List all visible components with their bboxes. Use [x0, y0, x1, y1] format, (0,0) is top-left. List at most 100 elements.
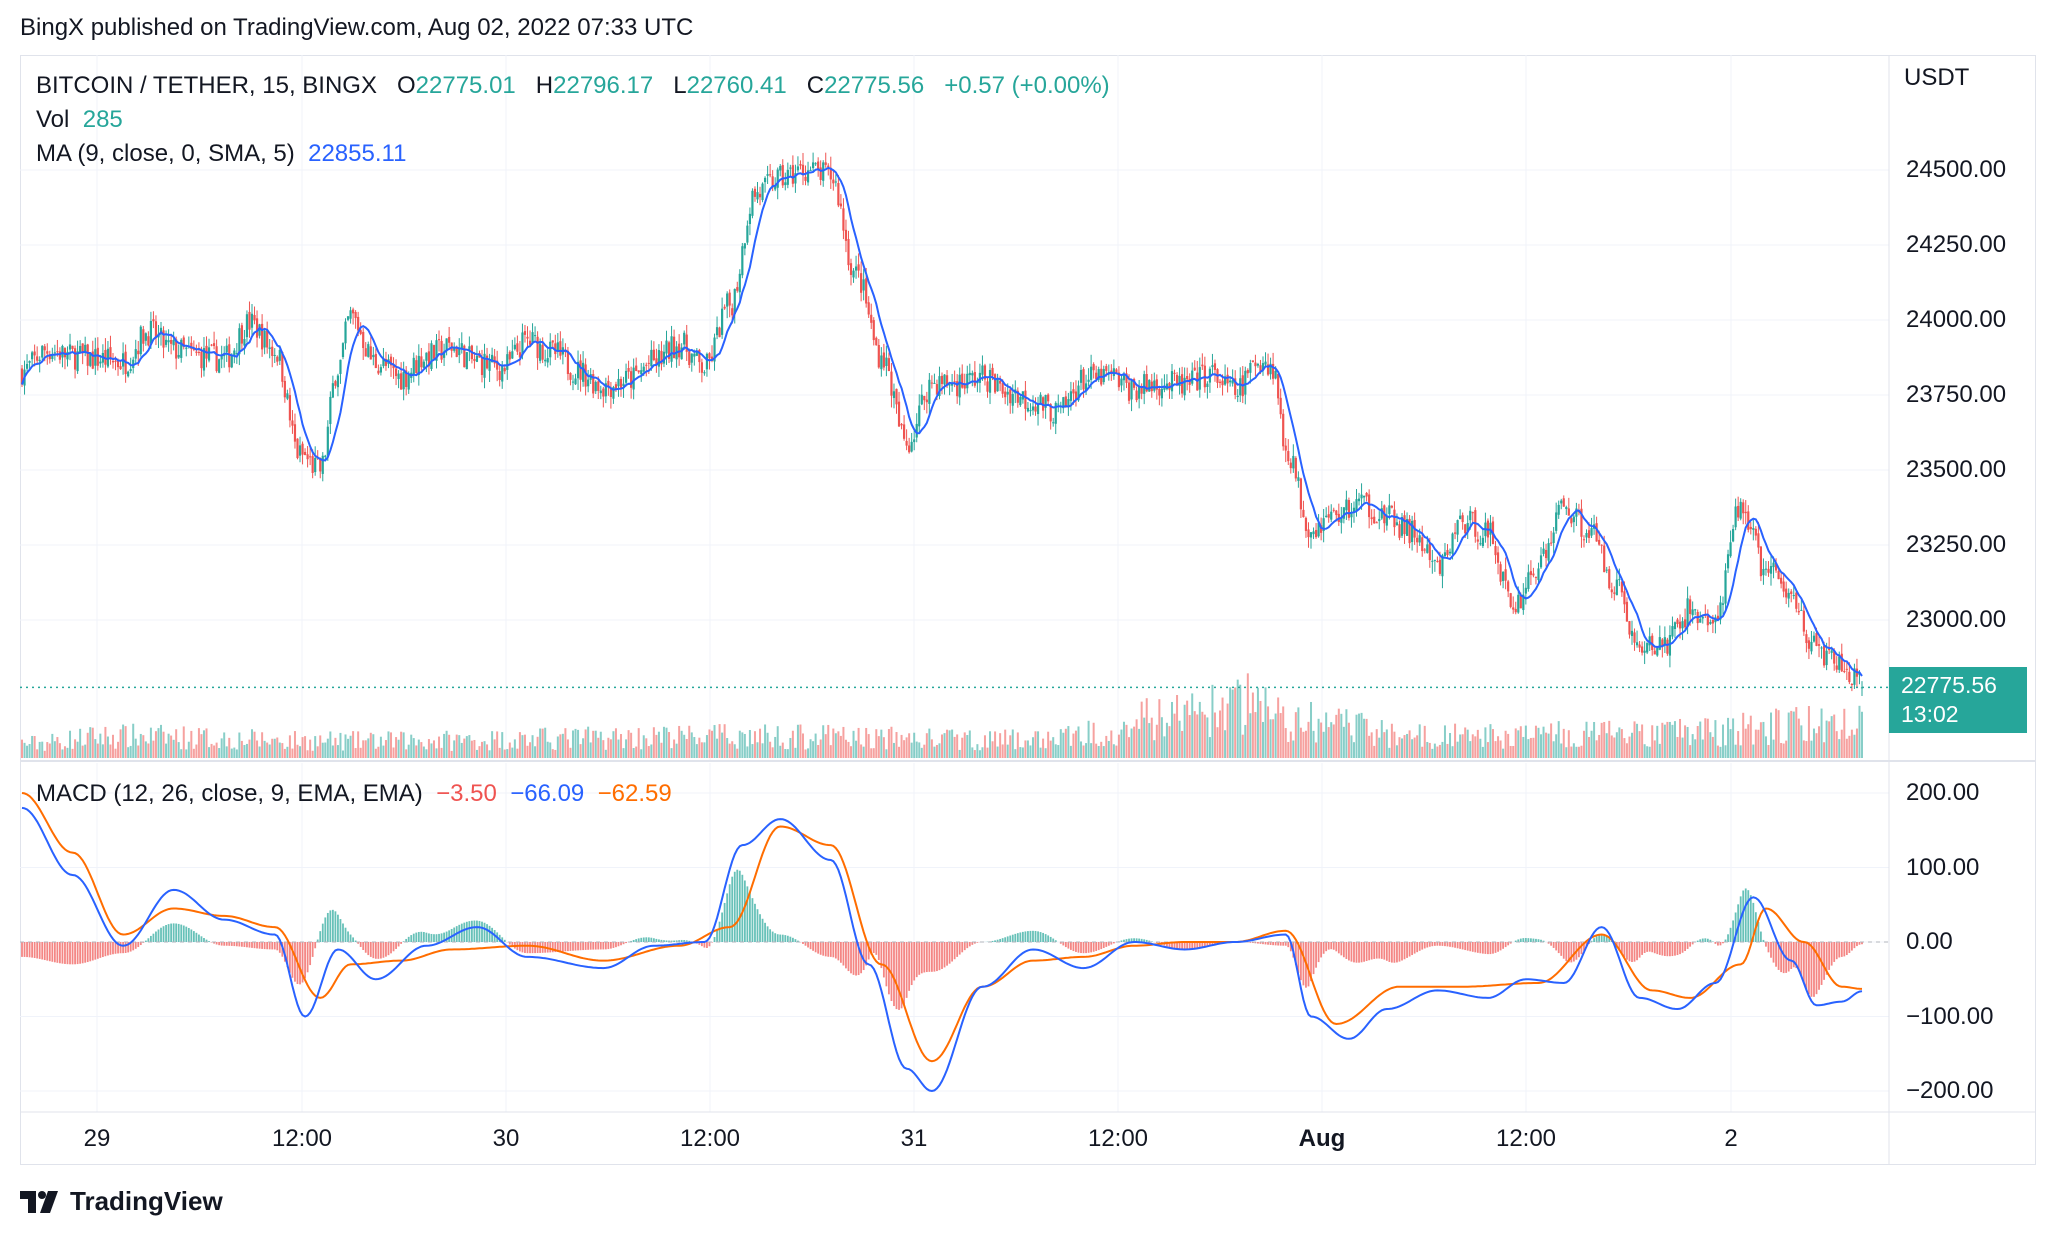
volume-bar — [920, 747, 923, 758]
macd-histogram-bar — [766, 926, 769, 942]
macd-label[interactable]: MACD (12, 26, close, 9, EMA, EMA) — [36, 780, 423, 807]
volume-bar — [1681, 737, 1684, 758]
macd-histogram-bar — [1418, 942, 1421, 951]
volume-bar — [243, 744, 246, 758]
volume-bar — [1423, 725, 1426, 758]
volume-bar — [1464, 727, 1467, 758]
macd-histogram-bar — [913, 942, 916, 981]
symbol-label[interactable]: BITCOIN / TETHER, 15, BINGX — [36, 72, 377, 99]
macd-histogram-bar — [243, 942, 246, 948]
macd-histogram-bar — [1608, 938, 1611, 942]
macd-histogram-bar — [324, 917, 327, 942]
candle-body — [1226, 374, 1229, 384]
volume-bar — [799, 724, 802, 758]
candle-body — [981, 365, 984, 375]
macd-histogram-bar — [893, 942, 895, 1007]
candle-body — [1494, 546, 1497, 556]
volume-bar — [1302, 731, 1305, 758]
close-value: 22775.56 — [824, 72, 925, 99]
volume-bar — [1777, 710, 1780, 758]
volume-bar — [847, 741, 850, 758]
volume-bar — [1042, 738, 1045, 758]
candle-body — [1135, 390, 1138, 401]
candle-body — [1271, 363, 1275, 379]
volume-bar — [1383, 732, 1386, 758]
candle-body — [528, 340, 532, 345]
volume-bar — [142, 735, 145, 758]
macd-histogram-bar — [572, 942, 574, 951]
macd-histogram-bar — [240, 942, 243, 947]
volume-bar — [753, 731, 756, 758]
volume-bar — [1684, 725, 1687, 758]
candle-body — [1095, 372, 1098, 380]
candle-body — [973, 372, 976, 386]
macd-histogram-bar — [1166, 942, 1168, 947]
macd-histogram-bar — [1709, 939, 1712, 942]
macd-histogram-bar — [564, 942, 567, 952]
volume-bar — [834, 733, 837, 758]
macd-histogram-bar — [784, 935, 787, 942]
volume-bar — [1757, 729, 1760, 758]
candle-body — [875, 337, 878, 346]
candle-body — [1512, 607, 1515, 610]
macd-histogram-bar — [344, 927, 347, 942]
macd-histogram-bar — [458, 924, 461, 942]
volume-bar — [230, 748, 233, 758]
chart-frame[interactable] — [20, 55, 2036, 1165]
candle-body — [829, 167, 832, 180]
candle-body — [354, 312, 357, 319]
volume-bar — [1153, 740, 1156, 758]
volume-bar — [1431, 748, 1434, 758]
macd-histogram-bar — [203, 938, 205, 942]
macd-histogram-bar — [531, 942, 534, 954]
volume-label[interactable]: Vol — [36, 106, 70, 133]
candle-body — [91, 351, 94, 369]
candle-body — [761, 183, 764, 201]
candle-body — [1580, 508, 1583, 537]
macd-histogram-bar — [824, 942, 827, 957]
candle-body — [728, 292, 731, 306]
macd-histogram-bar — [852, 942, 855, 975]
volume-bar — [1800, 725, 1803, 758]
ma-label[interactable]: MA (9, close, 0, SMA, 5) — [36, 140, 295, 167]
macd-histogram-bar — [94, 942, 97, 960]
volume-bar — [157, 728, 160, 758]
candle-body — [1292, 455, 1295, 469]
macd-histogram-bar — [1257, 942, 1259, 944]
macd-histogram-bar — [1760, 931, 1762, 942]
macd-histogram-bar — [845, 942, 847, 969]
volume-bar — [1368, 735, 1371, 758]
candle-body — [458, 348, 461, 356]
candle-body — [1537, 568, 1540, 581]
macd-histogram-bar — [286, 942, 289, 968]
volume-bar — [1057, 745, 1060, 758]
volume-bar — [1416, 735, 1419, 758]
macd-histogram-bar — [1805, 942, 1808, 990]
candle-body — [1403, 515, 1406, 535]
volume-bar — [1342, 726, 1345, 758]
volume-bar — [1618, 727, 1621, 758]
macd-histogram-bar — [759, 914, 761, 942]
footer[interactable]: TradingView — [20, 1186, 223, 1217]
candle-body — [892, 391, 896, 399]
candle-body — [119, 366, 122, 370]
macd-histogram-bar — [716, 929, 718, 942]
volume-bar — [1039, 747, 1042, 758]
volume-bar — [807, 748, 810, 758]
macd-histogram-bar — [630, 940, 633, 942]
volume-bar — [625, 739, 628, 758]
candle-body — [854, 266, 858, 271]
volume-bar — [1815, 733, 1818, 758]
candle-body — [68, 344, 72, 350]
macd-histogram-bar — [1666, 942, 1669, 957]
macd-histogram-bar — [910, 942, 913, 986]
macd-histogram-bar — [139, 942, 142, 946]
candle-body — [781, 165, 784, 186]
volume-bar — [1289, 731, 1292, 758]
volume-bar — [1062, 732, 1065, 758]
macd-histogram-bar — [1426, 942, 1429, 948]
macd-histogram-bar — [1765, 942, 1767, 947]
volume-bar — [918, 742, 921, 758]
macd-histogram-bar — [1287, 942, 1290, 948]
